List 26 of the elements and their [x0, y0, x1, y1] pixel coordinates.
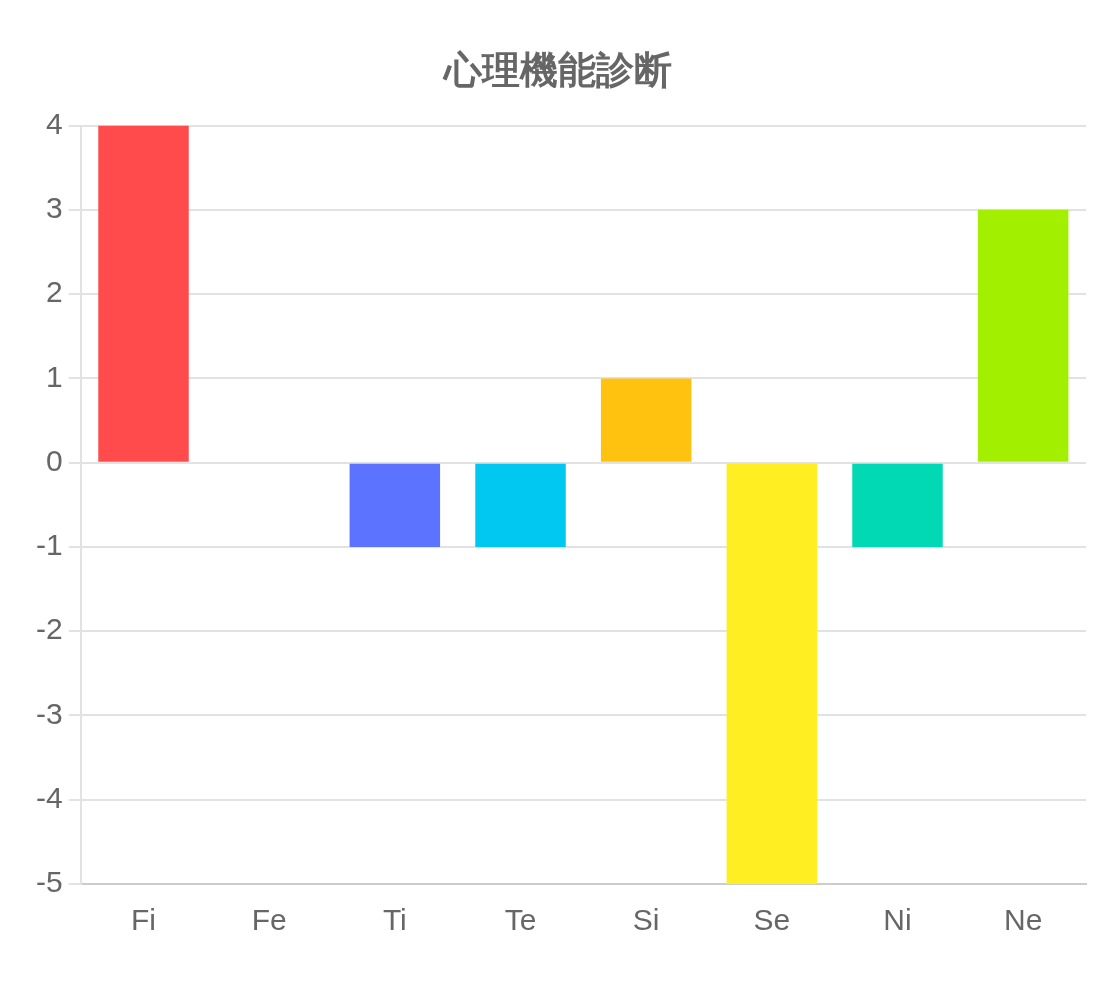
bar [600, 378, 692, 462]
chart-title: 心理機能診断 [442, 49, 672, 92]
y-tick-label: 1 [45, 359, 63, 393]
bar [726, 463, 818, 884]
x-tick-label: Te [504, 903, 537, 937]
y-tick-label: 2 [45, 275, 63, 309]
y-tick-label: -5 [35, 865, 63, 899]
y-tick-label: -1 [35, 528, 63, 562]
bar [98, 125, 189, 462]
x-tick-label: Fi [131, 903, 157, 937]
x-tick-label: Ne [1003, 903, 1043, 937]
y-tick-label: -3 [35, 696, 63, 730]
y-tick-label: 4 [45, 106, 63, 140]
x-tick-label: Fe [251, 903, 287, 937]
bar [475, 463, 566, 547]
y-tick-label: 3 [45, 191, 63, 225]
bar [852, 463, 943, 547]
x-tick-label: Si [632, 903, 660, 937]
x-tick-label: Ni [883, 903, 912, 937]
bar [977, 209, 1069, 462]
bar [349, 463, 441, 547]
y-tick-label: -4 [35, 781, 63, 814]
y-tick-label: -2 [35, 612, 63, 646]
y-tick-label: 0 [45, 443, 63, 477]
x-tick-label: Se [753, 903, 791, 937]
x-tick-label: Ti [382, 903, 407, 937]
